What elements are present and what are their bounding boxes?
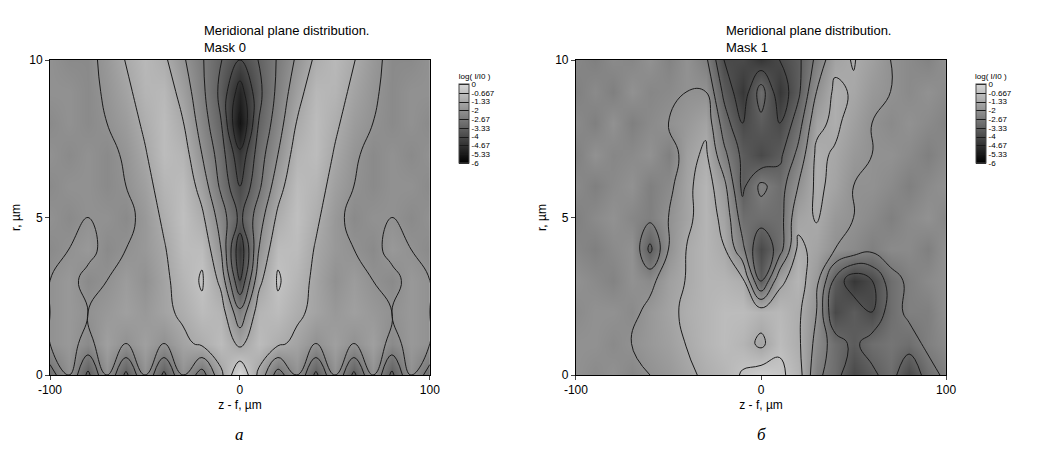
svg-text:-1.33: -1.33 [989, 97, 1008, 106]
svg-text:-2: -2 [989, 106, 997, 115]
svg-text:0: 0 [237, 383, 244, 397]
svg-text:-100: -100 [564, 383, 588, 397]
svg-text:-2.67: -2.67 [989, 115, 1008, 124]
svg-text:-4: -4 [472, 132, 480, 141]
svg-text:-5.33: -5.33 [472, 150, 491, 159]
svg-text:-0.667: -0.667 [989, 89, 1012, 98]
svg-text:-4.67: -4.67 [472, 141, 491, 150]
svg-text:0: 0 [36, 368, 43, 382]
svg-text:Meridional plane distribution.: Meridional plane distribution.Mask 1 [726, 23, 891, 55]
svg-text:-4: -4 [989, 132, 997, 141]
svg-text:z - f, µm: z - f, µm [739, 398, 783, 412]
svg-text:z - f, µm: z - f, µm [218, 398, 262, 412]
svg-text:-6: -6 [472, 159, 480, 168]
svg-text:-2: -2 [472, 106, 480, 115]
svg-text:б: б [757, 425, 766, 444]
svg-text:-5.33: -5.33 [989, 150, 1008, 159]
svg-text:5: 5 [562, 211, 569, 225]
svg-text:100: 100 [936, 383, 956, 397]
svg-text:log( I/I0 ): log( I/I0 ) [975, 72, 1007, 81]
svg-text:10: 10 [29, 53, 43, 67]
svg-text:0: 0 [758, 383, 765, 397]
svg-text:10: 10 [555, 53, 569, 67]
svg-text:-2.67: -2.67 [472, 115, 491, 124]
svg-text:log( I/I0 ): log( I/I0 ) [459, 72, 491, 81]
svg-text:-3.33: -3.33 [472, 124, 491, 133]
svg-text:-0.667: -0.667 [472, 89, 495, 98]
svg-text:0: 0 [472, 80, 477, 89]
svg-text:а: а [235, 425, 244, 444]
svg-text:-1.33: -1.33 [472, 97, 491, 106]
svg-text:100: 100 [420, 383, 440, 397]
svg-text:-4.67: -4.67 [989, 141, 1008, 150]
svg-text:r, µm: r, µm [9, 204, 23, 231]
svg-text:-100: -100 [38, 383, 62, 397]
svg-text:Meridional plane distribution.: Meridional plane distribution.Mask 0 [204, 23, 369, 55]
svg-text:-6: -6 [989, 159, 997, 168]
svg-text:-3.33: -3.33 [989, 124, 1008, 133]
svg-text:5: 5 [36, 211, 43, 225]
svg-text:r, µm: r, µm [535, 204, 549, 231]
svg-text:0: 0 [562, 368, 569, 382]
svg-text:0: 0 [989, 80, 994, 89]
